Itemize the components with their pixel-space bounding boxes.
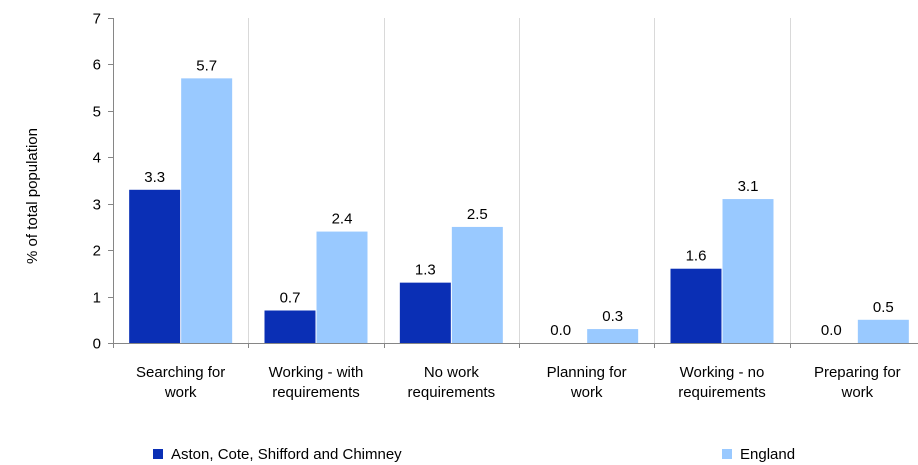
y-tick-label: 5 <box>93 104 101 121</box>
bar-series-1 <box>129 189 181 343</box>
y-tick-label: 7 <box>93 11 101 28</box>
bar-value-label: 3.1 <box>738 178 759 195</box>
data-labels: 3.3 0.7 1.3 0.0 1.6 0.0 5.7 2.4 2.5 0.3 3.1 0.5 <box>144 57 894 339</box>
bar-value-label: 2.5 <box>467 206 488 223</box>
bar-series-2 <box>722 199 774 343</box>
bar-value-label: 5.7 <box>196 57 217 74</box>
category-label: Working - with <box>269 364 364 381</box>
y-axis-title: % of total population <box>24 128 41 264</box>
bar-value-label: 0.0 <box>550 322 571 339</box>
bar-series-2 <box>587 329 639 343</box>
category-label: work <box>570 384 603 401</box>
bar-value-label: 0.5 <box>873 299 894 316</box>
category-label: requirements <box>272 384 360 401</box>
gridlines <box>248 18 791 343</box>
y-tick-labels: 0 1 2 3 4 5 6 7 <box>93 11 101 353</box>
bars <box>129 78 909 343</box>
bar-value-label: 3.3 <box>144 169 165 186</box>
y-tick-label: 0 <box>93 336 101 353</box>
bar-series-2 <box>316 231 368 343</box>
category-label: Planning for <box>547 364 627 381</box>
bar-value-label: 2.4 <box>332 211 353 228</box>
bar-value-label: 0.7 <box>280 290 301 307</box>
y-tick-label: 3 <box>93 197 101 214</box>
bar-value-label: 1.3 <box>415 262 436 279</box>
bar-series-1 <box>670 268 722 343</box>
y-tick-label: 4 <box>93 150 101 167</box>
category-label: work <box>840 384 873 401</box>
bar-series-2 <box>181 78 233 343</box>
legend-swatch-series-2 <box>722 449 732 459</box>
legend-label-series-2: England <box>740 446 795 463</box>
bar-value-label: 1.6 <box>686 248 707 265</box>
y-tick-label: 2 <box>93 243 101 260</box>
bar-value-label: 0.0 <box>821 322 842 339</box>
legend-swatch-series-1 <box>153 449 163 459</box>
category-label: requirements <box>678 384 766 401</box>
category-label: Working - no <box>680 364 765 381</box>
category-label: requirements <box>408 384 496 401</box>
category-label: No work <box>424 364 480 381</box>
bar-series-2 <box>857 319 909 343</box>
legend: Aston, Cote, Shifford and Chimney Englan… <box>153 446 795 463</box>
category-label: Preparing for <box>814 364 901 381</box>
y-tick-label: 1 <box>93 290 101 307</box>
x-tick-labels: Searching for work Working - with requireme… <box>136 364 901 401</box>
y-tick-label: 6 <box>93 57 101 74</box>
category-label: work <box>164 384 197 401</box>
legend-label-series-1: Aston, Cote, Shifford and Chimney <box>171 446 402 463</box>
category-label: Searching for <box>136 364 225 381</box>
bar-series-1 <box>399 282 451 343</box>
bar-series-2 <box>451 226 503 343</box>
bar-series-1 <box>264 310 316 343</box>
axes <box>108 18 918 348</box>
bar-value-label: 0.3 <box>602 308 623 325</box>
